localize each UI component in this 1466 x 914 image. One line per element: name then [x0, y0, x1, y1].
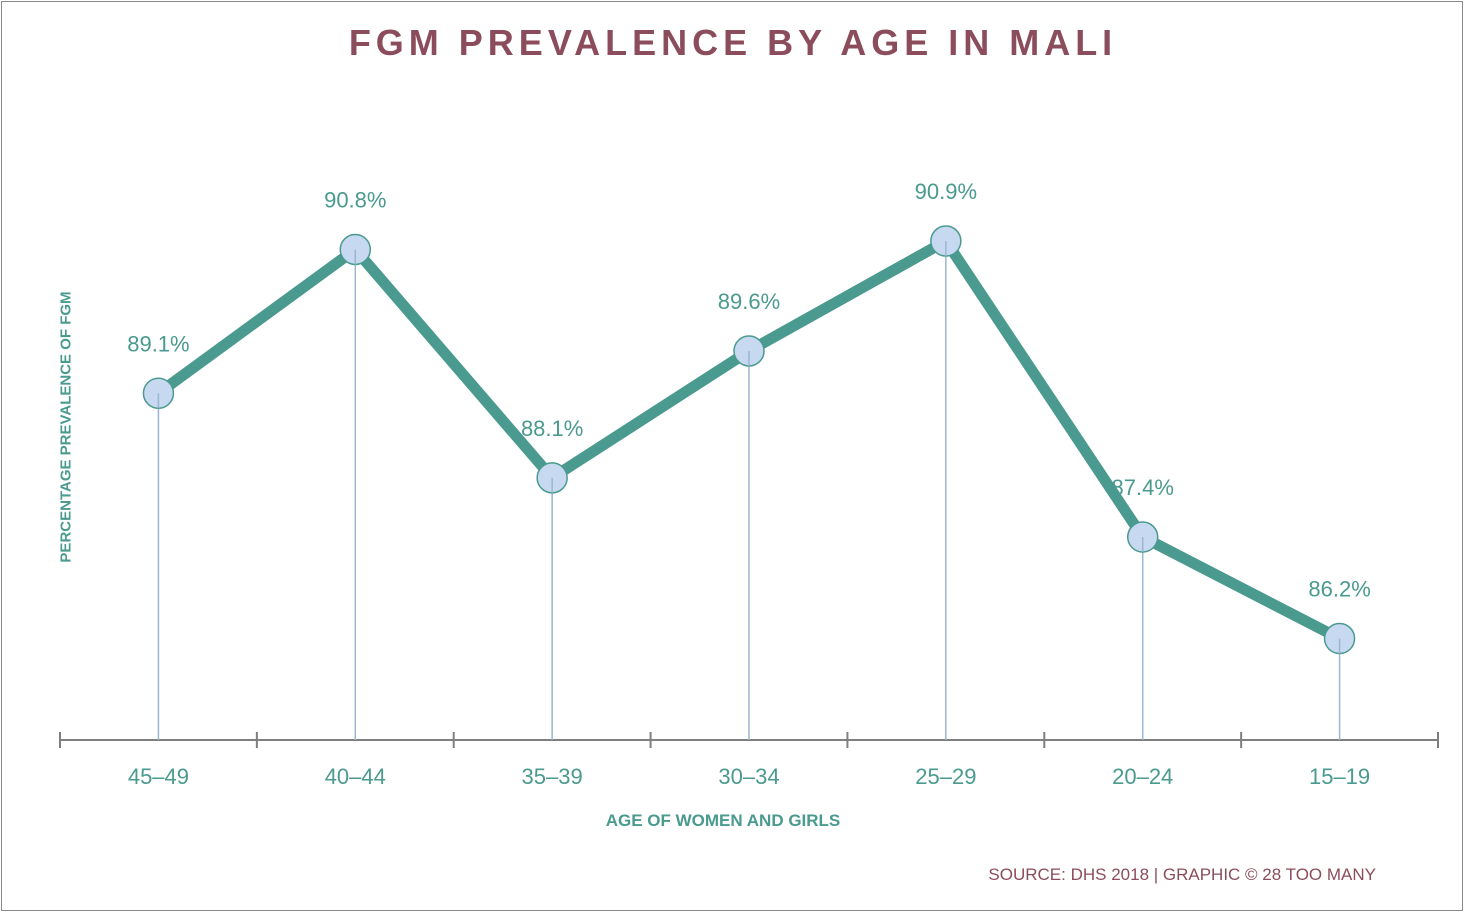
x-tick-label: 20–24: [1112, 764, 1173, 789]
data-label: 90.9%: [915, 179, 977, 204]
data-label: 88.1%: [521, 416, 583, 441]
data-label: 89.1%: [127, 331, 189, 356]
x-tick-label: 30–34: [718, 764, 779, 789]
data-label: 89.6%: [718, 289, 780, 314]
data-label: 87.4%: [1112, 475, 1174, 500]
chart-title: FGM PREVALENCE BY AGE IN MALI: [348, 22, 1118, 63]
x-axis-label: AGE OF WOMEN AND GIRLS: [605, 811, 841, 830]
x-tick-label: 25–29: [915, 764, 976, 789]
data-label: 90.8%: [324, 187, 386, 212]
data-label: 86.2%: [1308, 577, 1370, 602]
x-tick-label: 45–49: [128, 764, 189, 789]
x-tick-label: 15–19: [1309, 764, 1370, 789]
x-tick-label: 35–39: [522, 764, 583, 789]
x-tick-label: 40–44: [325, 764, 386, 789]
source-note: SOURCE: DHS 2018 | GRAPHIC © 28 TOO MANY: [988, 865, 1376, 884]
